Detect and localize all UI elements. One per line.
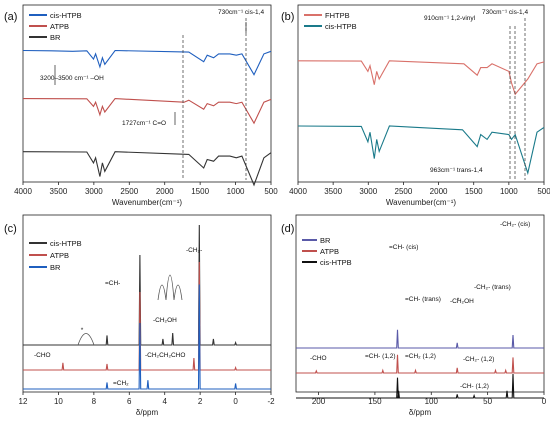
x-tick-label: 50: [483, 397, 492, 406]
panel-label: (d): [281, 223, 294, 235]
annotation-label: -CH₂-: [186, 247, 202, 254]
x-tick-label: 500: [264, 187, 278, 196]
annotation-label: -CH₂- (trans): [474, 284, 511, 291]
inset-peak-detail: [157, 274, 183, 301]
inset-peak-detail: [77, 333, 95, 346]
x-tick-label: 4000: [14, 187, 32, 196]
annotation-label: 730cm⁻¹ cis-1,4: [482, 9, 528, 16]
annotation-label: -CHO: [34, 352, 51, 359]
legend-entry: ATPB: [320, 247, 339, 256]
x-axis-label: δ/ppm: [136, 408, 159, 417]
annotation-label: =CH- (1,2): [365, 353, 396, 360]
legend-entry: cis-HTPB: [50, 239, 82, 248]
annotation-label: =CH- (trans): [405, 296, 441, 303]
annotation-label: =CH₂: [113, 380, 129, 387]
panel-label: (c): [4, 223, 17, 235]
series-line: [296, 329, 544, 349]
x-tick-label: 0: [542, 397, 547, 406]
x-tick-label: 3000: [359, 187, 377, 196]
legend-entry: ATPB: [50, 22, 69, 31]
chart-panel: 12 10 8 6 4 2 0 -2 δ/ppm (c) cis-HTPB ATPB BR: [4, 214, 275, 417]
x-axis-label: δ/ppm: [409, 408, 432, 417]
x-tick-label: 2000: [156, 187, 174, 196]
annotation-label: 1727cm⁻¹ C=O: [122, 120, 166, 127]
x-tick-label: 1000: [500, 187, 518, 196]
x-tick-label: 1000: [227, 187, 245, 196]
legend-entry: cis-HTPB: [50, 11, 82, 20]
x-tick-label: 8: [92, 397, 97, 406]
legend-entry: cis-HTPB: [325, 22, 357, 31]
legend-entry: FHTPB: [325, 11, 350, 20]
x-axis-label: Wavenumber(cm⁻¹): [386, 198, 456, 207]
plot-frame: [295, 214, 545, 393]
legend-entry: BR: [50, 33, 61, 42]
x-tick-label: 3000: [85, 187, 103, 196]
annotation-label: -CH₂OH: [450, 298, 474, 305]
x-tick-label: 3500: [50, 187, 68, 196]
annotation-label: -CHO: [310, 355, 327, 362]
x-tick-label: 10: [54, 397, 63, 406]
annotation-label: -CH- (1,2): [460, 383, 489, 390]
annotation-label: -CH₂CH₂CHO: [145, 352, 185, 359]
annotation-label: =CH₂ (1,2): [405, 353, 436, 360]
series-line: [22, 98, 272, 125]
chart-panel: 200 150 100 50 0 δ/ppm (d) BR ATPB cis-HTPB: [281, 214, 547, 417]
annotation-label: -CH₂- (cis): [500, 221, 530, 228]
annotation-label: *: [457, 297, 460, 304]
x-tick-label: 2: [198, 397, 203, 406]
legend-entry: BR: [320, 236, 331, 245]
x-tick-label: 4000: [289, 187, 307, 196]
x-tick-label: 2500: [120, 187, 138, 196]
series-line: [296, 354, 544, 374]
x-tick-label: 4: [162, 397, 167, 406]
x-axis-label: Wavenumber(cm⁻¹): [112, 198, 182, 207]
x-tick-label: 1500: [465, 187, 483, 196]
x-tick-label: 100: [425, 397, 439, 406]
series-line: [296, 373, 544, 399]
x-tick-label: 2000: [430, 187, 448, 196]
chart-panel: 4000 3500 3000 2500 2000 1500 1000 500 Wavenumbe…: [281, 4, 550, 207]
series-line: [23, 224, 271, 346]
x-tick-label: 6: [127, 397, 132, 406]
series-line: [297, 60, 545, 96]
annotation-label: 910cm⁻¹ 1,2-vinyl: [424, 15, 476, 22]
annotation-label: 730cm⁻¹ cis-1,4: [218, 9, 264, 16]
series-line: [22, 151, 272, 187]
annotation-label: =CH-: [105, 280, 120, 287]
legend-entry: ATPB: [50, 251, 69, 260]
plot-frame: [297, 4, 545, 183]
annotation-label: 963cm⁻¹ trans-1,4: [430, 167, 483, 174]
annotation-label: =CH- (cis): [389, 244, 418, 251]
x-tick-label: 0: [233, 397, 238, 406]
series-line: [22, 49, 272, 76]
x-tick-label: -2: [267, 397, 275, 406]
plot-frame: [22, 4, 272, 183]
x-tick-label: 200: [312, 397, 326, 406]
x-tick-label: 12: [19, 397, 28, 406]
panel-label: (a): [4, 11, 17, 23]
panel-label: (b): [281, 11, 294, 23]
legend-entry: BR: [50, 263, 61, 272]
annotation-label: -CH₂OH: [153, 317, 177, 324]
x-tick-label: 150: [368, 397, 382, 406]
x-tick-label: 3500: [324, 187, 342, 196]
annotation-label: -CH₂- (1,2): [463, 356, 494, 363]
annotation-label: 3200–3500 cm⁻¹ –OH: [40, 75, 104, 82]
annotation-label: *: [81, 327, 84, 334]
series-line: [23, 284, 271, 390]
series-line: [297, 125, 545, 176]
x-tick-label: 2500: [395, 187, 413, 196]
x-tick-label: 1500: [191, 187, 209, 196]
x-tick-label: 500: [537, 187, 550, 196]
legend-entry: cis-HTPB: [320, 258, 352, 267]
series-line: [23, 261, 271, 371]
plot-frame: [22, 214, 272, 393]
chart-panel: 4000 3500 3000 2500 2000 1500 1000 500 Wavenumbe…: [4, 4, 278, 207]
